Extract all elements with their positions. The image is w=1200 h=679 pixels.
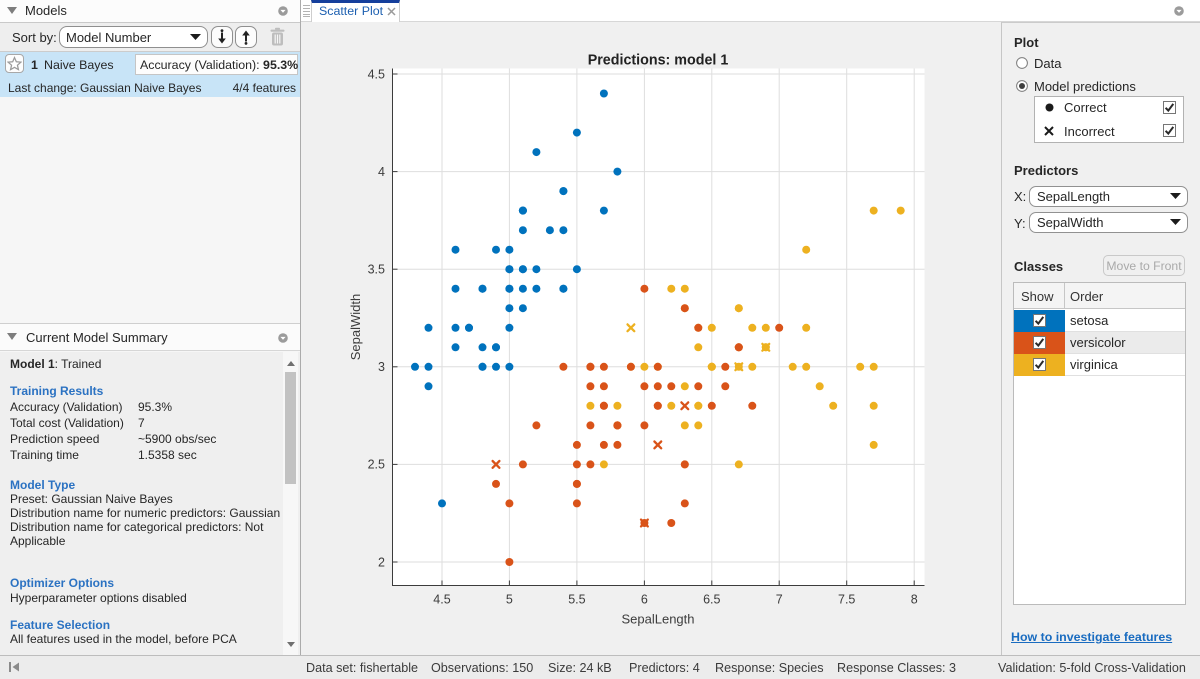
svg-text:8: 8: [911, 593, 918, 607]
svg-text:7.5: 7.5: [838, 593, 855, 607]
svg-text:5.5: 5.5: [568, 593, 585, 607]
svg-text:7: 7: [776, 593, 783, 607]
svg-text:3.5: 3.5: [368, 263, 385, 277]
svg-text:6: 6: [641, 593, 648, 607]
svg-text:2: 2: [378, 555, 385, 569]
svg-text:4: 4: [378, 165, 385, 179]
svg-text:3: 3: [378, 360, 385, 374]
svg-text:6.5: 6.5: [703, 593, 720, 607]
svg-text:4.5: 4.5: [433, 593, 450, 607]
svg-text:2.5: 2.5: [368, 458, 385, 472]
svg-text:5: 5: [506, 593, 513, 607]
svg-text:SepalLength: SepalLength: [621, 612, 694, 627]
svg-text:SepalWidth: SepalWidth: [348, 294, 363, 360]
svg-text:4.5: 4.5: [368, 67, 385, 81]
svg-text:Predictions: model 1: Predictions: model 1: [588, 53, 729, 69]
